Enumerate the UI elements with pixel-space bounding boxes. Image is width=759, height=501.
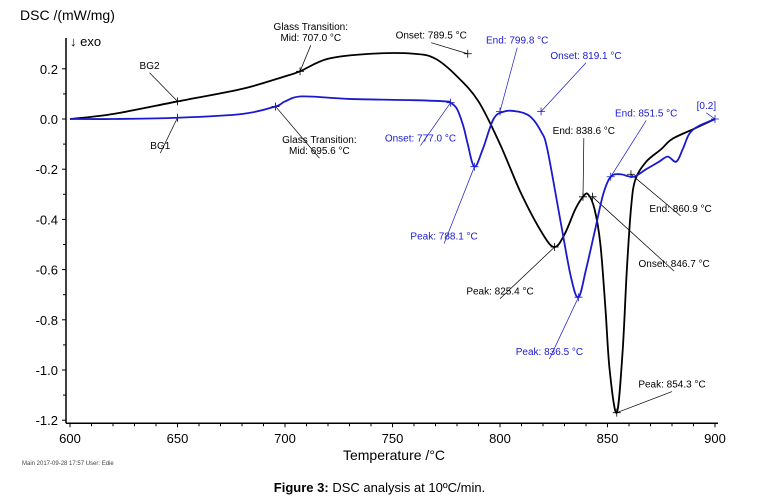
annotation-end-blue-1: End: 799.8 °C <box>486 36 548 116</box>
y-tick-label: -0.6 <box>36 263 58 278</box>
annotation-end-black-1: End: 838.6 °C <box>553 126 615 201</box>
annotation-marker-02: [0.2] <box>697 101 719 123</box>
annotation-label: Peak: 825.4 °C <box>466 287 533 298</box>
annotation-leader-line <box>582 138 585 197</box>
series-group <box>69 52 716 414</box>
annotation-label: End: 838.6 °C <box>553 126 615 137</box>
annotation-bg2: BG2 <box>140 61 182 106</box>
x-tick-label: 600 <box>59 431 81 446</box>
annotation-label: BG2 <box>140 61 160 72</box>
annotation-marker <box>537 107 546 116</box>
annotation-bg1: BG1 <box>150 113 182 154</box>
annotation-onset-black-1: Onset: 789.5 °C <box>396 31 472 58</box>
x-tick-label: 750 <box>382 431 404 446</box>
series-line-bg2 <box>69 52 716 414</box>
x-tick-label: 700 <box>274 431 296 446</box>
annotation-label: End: 851.5 °C <box>615 108 677 119</box>
exo-direction-label: ↓ exo <box>70 34 101 49</box>
annotation-peak-blue-2: Peak: 836.5 °C <box>516 293 583 360</box>
annotation-leader-line <box>159 117 178 154</box>
y-tick-label: 0.0 <box>40 112 58 127</box>
annotation-label: Peak: 836.5 °C <box>516 347 583 358</box>
annotation-onset-blue-1: Onset: 777.0 °C <box>385 98 456 146</box>
annotation-leader-line <box>499 47 518 112</box>
annotation-leader-line <box>592 196 675 272</box>
annotation-leader-line <box>275 106 320 159</box>
annotation-onset-blue-2: Onset: 819.1 °C <box>537 51 622 116</box>
annotation-leader-line <box>299 45 312 72</box>
annotation-gt-blue: Glass Transition:Mid: 695.6 °C <box>271 102 357 159</box>
annotation-leader-line <box>616 391 673 413</box>
annotation-peak-black-2: Peak: 854.3 °C <box>612 380 706 417</box>
annotation-leader-line <box>499 246 555 299</box>
y-tick-label: -0.8 <box>36 313 58 328</box>
annotation-leader-line <box>431 42 468 55</box>
annotation-label: Peak: 854.3 °C <box>638 380 705 391</box>
annotation-leader-line <box>630 173 681 217</box>
annotation-leader-line <box>540 62 587 112</box>
annotation-label: Onset: 846.7 °C <box>639 259 710 270</box>
annotation-label: Onset: 777.0 °C <box>385 134 456 145</box>
y-tick-label: -0.2 <box>36 162 58 177</box>
y-tick-label: -1.2 <box>36 413 58 428</box>
annotation-label: Onset: 789.5 °C <box>396 31 467 42</box>
y-tick-label: -0.4 <box>36 212 58 227</box>
annotation-label: Mid: 695.6 °C <box>289 146 350 157</box>
y-tick-label: 0.2 <box>40 62 58 77</box>
annotation-leader-line <box>443 166 475 244</box>
annotation-label: End: 799.8 °C <box>486 36 548 47</box>
annotation-label: Glass Transition: <box>274 22 348 33</box>
annotation-label: Mid: 707.0 °C <box>280 33 341 44</box>
annotation-leader-line <box>610 120 647 177</box>
y-axis-title: DSC /(mW/mg) <box>20 7 115 23</box>
annotation-leader-line <box>149 72 178 102</box>
instrument-footer: Main 2017-09-28 17:57 User: Edie <box>22 461 114 467</box>
annotation-label: Glass Transition: <box>282 135 356 146</box>
x-tick-label: 800 <box>489 431 511 446</box>
annotation-label: Onset: 819.1 °C <box>550 51 621 62</box>
annotation-label: End: 860.9 °C <box>649 204 711 215</box>
annotation-leader-line <box>420 102 451 146</box>
annotation-leader-line <box>706 112 716 120</box>
annotation-label: [0.2] <box>697 101 717 112</box>
series-line-bg1 <box>69 95 716 299</box>
annotation-label: BG1 <box>150 141 170 152</box>
y-tick-label: -1.0 <box>36 363 58 378</box>
caption-text: DSC analysis at 10ºC/min. <box>328 480 486 495</box>
caption-label: Figure 3: <box>273 480 329 495</box>
annotation-peak-blue-1: Peak: 788.1 °C <box>410 162 479 244</box>
annotation-gt-black: Glass Transition:Mid: 707.0 °C <box>274 22 348 76</box>
annotation-label: Peak: 788.1 °C <box>410 231 477 242</box>
annotation-marker <box>463 49 472 58</box>
x-axis-title: Temperature /°C <box>343 447 445 463</box>
x-tick-label: 650 <box>167 431 189 446</box>
x-tick-label: 850 <box>597 431 619 446</box>
annotation-leader-line <box>549 297 579 360</box>
annotation-peak-black-1: Peak: 825.4 °C <box>466 243 559 299</box>
figure-caption: Figure 3: DSC analysis at 10ºC/min. <box>0 480 759 495</box>
annotation-end-black-2: End: 860.9 °C <box>626 170 712 217</box>
x-tick-label: 900 <box>704 431 726 446</box>
